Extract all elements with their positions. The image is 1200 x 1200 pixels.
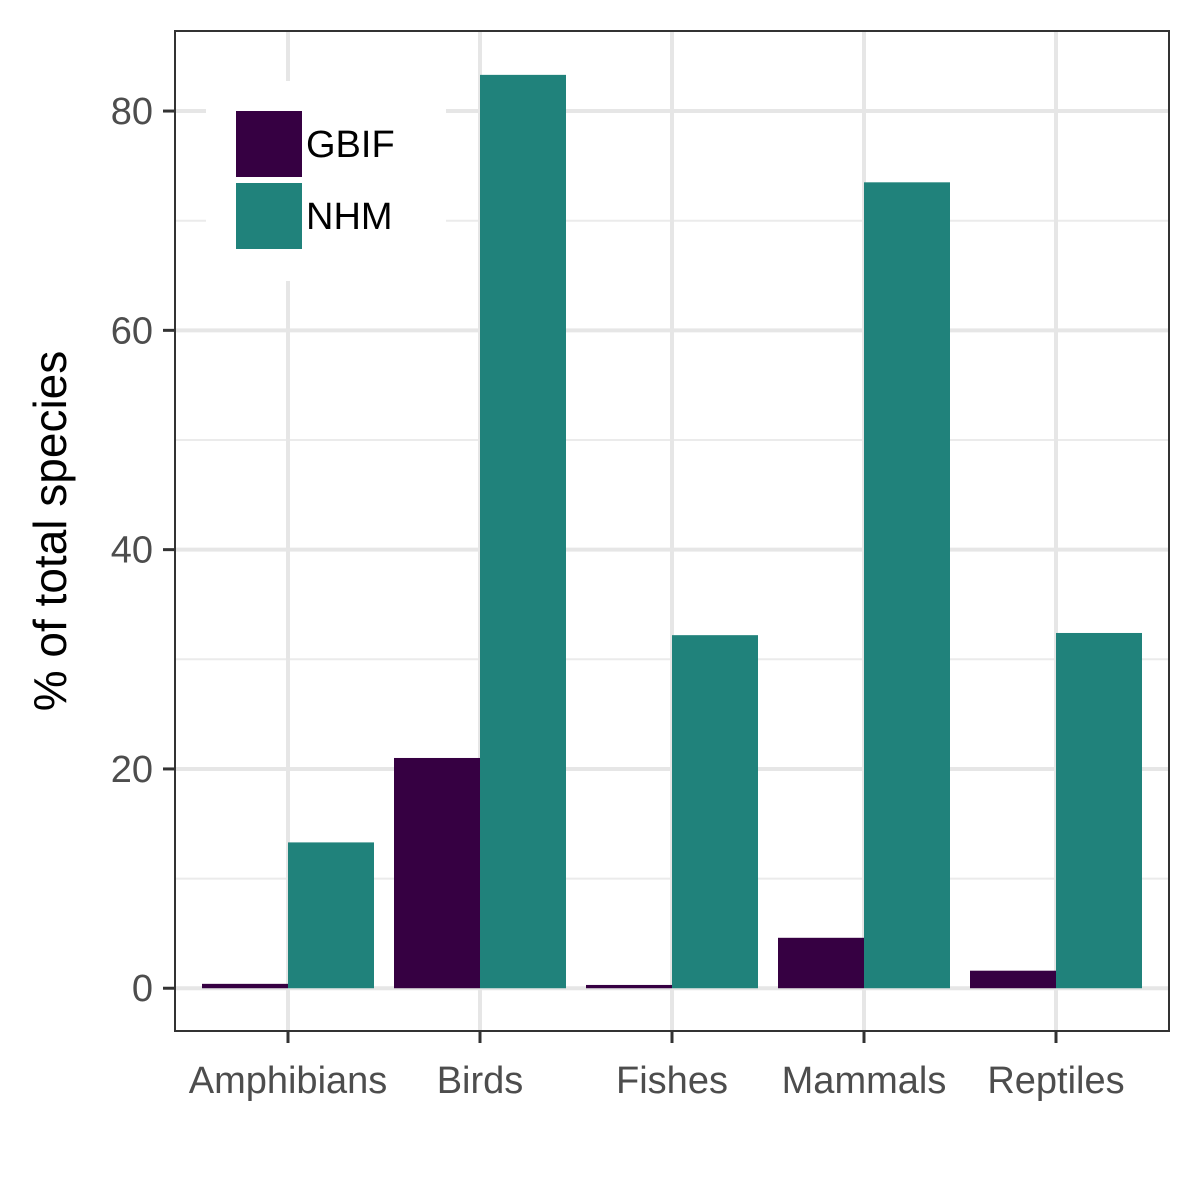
x-axis: Amphibians Birds Fishes Mammals Reptiles xyxy=(189,1031,1125,1102)
bar-nhm-fishes xyxy=(672,635,758,989)
bar-gbif-fishes xyxy=(586,984,672,989)
y-tick-label: 0 xyxy=(132,968,153,1010)
legend-label-gbif: GBIF xyxy=(306,124,395,166)
y-tick-label: 20 xyxy=(111,749,153,791)
y-tick-label: 80 xyxy=(111,91,153,133)
bar-gbif-birds xyxy=(394,757,480,989)
x-tick-label: Reptiles xyxy=(987,1060,1124,1102)
bar-nhm-mammals xyxy=(864,182,950,989)
bar-gbif-amphibians xyxy=(202,983,288,989)
y-tick-label: 40 xyxy=(111,530,153,572)
bar-nhm-reptiles xyxy=(1056,632,1142,989)
x-tick-label: Birds xyxy=(437,1060,524,1102)
x-tick-label: Mammals xyxy=(782,1060,947,1102)
bar-nhm-amphibians xyxy=(288,842,374,989)
y-tick-label: 60 xyxy=(111,310,153,352)
y-axis: 0 20 40 60 80 xyxy=(111,91,175,1010)
bar-gbif-reptiles xyxy=(970,970,1056,989)
bar-nhm-birds xyxy=(480,74,566,989)
bars xyxy=(202,74,1142,989)
bar-gbif-mammals xyxy=(778,937,864,989)
legend: GBIF NHM xyxy=(206,81,446,281)
y-axis-title: % of total species xyxy=(24,351,76,712)
legend-key-nhm xyxy=(236,183,302,249)
legend-key-gbif xyxy=(236,111,302,177)
x-tick-label: Fishes xyxy=(616,1060,728,1102)
legend-label-nhm: NHM xyxy=(306,196,393,238)
x-tick-label: Amphibians xyxy=(189,1060,388,1102)
